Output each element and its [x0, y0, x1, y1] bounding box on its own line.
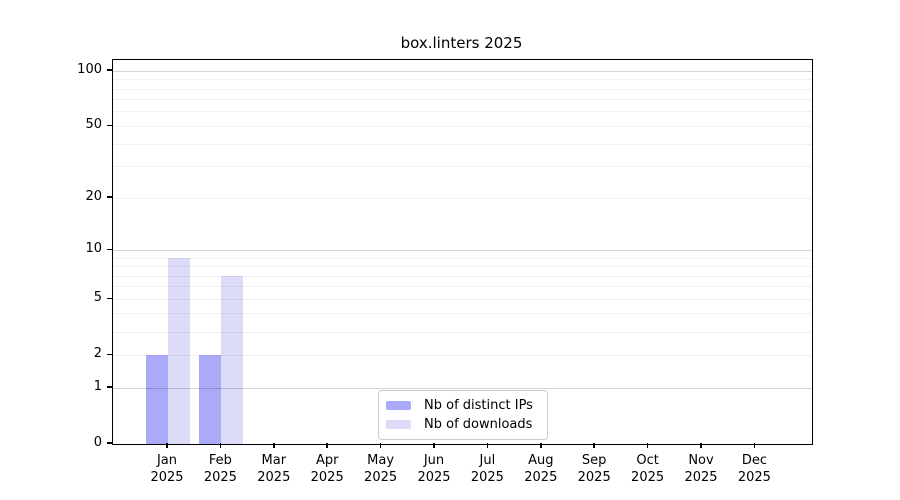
- gridline-minor: [113, 257, 812, 259]
- gridline-minor: [113, 143, 812, 145]
- gridline-minor: [113, 286, 812, 288]
- gridline-minor: [113, 125, 812, 127]
- y-tick-label: 5: [93, 290, 102, 306]
- bar-downloads-feb: [221, 276, 244, 444]
- x-tick-text: 2025: [577, 470, 611, 485]
- y-tick-mark: [107, 442, 112, 444]
- y-tick-label: 20: [85, 189, 102, 205]
- x-tick-text: May: [367, 453, 395, 468]
- gridline-minor: [113, 88, 812, 90]
- x-tick-text: Mar: [261, 453, 287, 468]
- x-tick-text: Jan: [156, 453, 178, 468]
- gridline-minor: [113, 313, 812, 315]
- x-tick-label-jan: Jan 2025: [135, 452, 199, 486]
- x-tick-label-sep: Sep 2025: [562, 452, 626, 486]
- x-tick-text: 2025: [470, 470, 504, 485]
- gridline-minor: [113, 99, 812, 101]
- gridline-minor: [113, 111, 812, 113]
- bar-distinct-ips-feb: [199, 355, 222, 444]
- x-tick-label-oct: Oct 2025: [616, 452, 680, 486]
- y-tick-label: 0: [93, 435, 102, 450]
- gridline-minor: [113, 166, 812, 168]
- x-tick-text: 2025: [150, 470, 184, 485]
- y-tick-label: 10: [85, 241, 102, 257]
- y-tick-label: 2: [93, 346, 102, 362]
- y-tick-mark: [107, 124, 112, 127]
- x-tick-text: Nov: [688, 453, 714, 468]
- y-tick-label: 50: [85, 117, 102, 133]
- x-tick-mark: [646, 443, 649, 448]
- gridline-major: [113, 249, 812, 251]
- x-tick-label-nov: Nov 2025: [669, 452, 733, 486]
- legend-label: Nb of distinct IPs: [424, 398, 533, 413]
- x-tick-text: 2025: [257, 470, 291, 485]
- x-tick-mark: [486, 443, 489, 448]
- x-tick-mark: [593, 443, 595, 448]
- x-tick-mark: [753, 443, 756, 448]
- gridline-minor: [113, 298, 812, 300]
- x-tick-label-mar: Mar 2025: [242, 452, 306, 486]
- gridline-minor: [113, 275, 812, 277]
- gridline-minor: [113, 266, 812, 267]
- plot-area: [112, 59, 813, 445]
- x-tick-text: 2025: [524, 470, 558, 485]
- x-tick-mark: [540, 443, 542, 448]
- x-tick-mark: [273, 443, 275, 448]
- gridline-major: [113, 387, 812, 389]
- legend-entry-downloads: Nb of downloads: [386, 415, 539, 434]
- y-tick-mark: [107, 69, 112, 71]
- legend-box: Nb of distinct IPs Nb of downloads: [378, 390, 548, 440]
- x-tick-label-aug: Aug 2025: [509, 452, 573, 486]
- y-tick-mark: [107, 297, 112, 299]
- y-tick-label: 100: [77, 62, 102, 78]
- x-tick-label-jun: Jun 2025: [402, 452, 466, 486]
- x-tick-mark: [166, 443, 168, 448]
- y-tick-label: 1: [93, 379, 102, 394]
- x-tick-text: 2025: [631, 470, 665, 485]
- gridline-major: [113, 70, 812, 72]
- plot-canvas: [113, 60, 812, 444]
- bar-downloads-jan: [168, 258, 190, 444]
- y-tick-mark: [107, 386, 112, 388]
- x-tick-text: 2025: [417, 470, 451, 485]
- x-tick-text: Sep: [581, 453, 607, 468]
- legend-entry-distinct-ips: Nb of distinct IPs: [386, 396, 539, 415]
- x-tick-mark: [379, 443, 382, 448]
- legend-label: Nb of downloads: [424, 417, 533, 432]
- gridline-minor: [113, 197, 812, 199]
- x-tick-text: 2025: [310, 470, 344, 485]
- x-tick-text: 2025: [203, 470, 237, 485]
- gridline-minor: [113, 354, 812, 356]
- x-tick-text: Dec: [741, 453, 767, 468]
- x-tick-text: 2025: [364, 470, 398, 485]
- y-tick-mark: [107, 248, 112, 251]
- x-tick-text: Jun: [423, 453, 445, 468]
- x-tick-text: Oct: [636, 453, 659, 468]
- x-tick-text: 2025: [737, 470, 771, 485]
- x-tick-text: Feb: [208, 453, 232, 468]
- legend-swatch-icon: [386, 420, 411, 429]
- x-tick-text: Aug: [528, 453, 554, 468]
- gridline-minor: [113, 331, 812, 333]
- x-tick-label-dec: Dec 2025: [722, 452, 786, 486]
- x-tick-text: Apr: [315, 453, 339, 468]
- x-tick-mark: [700, 443, 702, 448]
- bar-distinct-ips-jan: [146, 355, 168, 444]
- y-tick-mark: [107, 196, 112, 198]
- x-tick-label-may: May 2025: [349, 452, 413, 486]
- x-tick-text: 2025: [684, 470, 718, 485]
- x-tick-text: Jul: [479, 453, 496, 468]
- y-tick-mark: [107, 353, 112, 355]
- x-tick-mark: [433, 443, 435, 448]
- x-tick-label-jul: Jul 2025: [455, 452, 519, 486]
- gridline-minor: [113, 79, 812, 81]
- x-tick-label-apr: Apr 2025: [295, 452, 359, 486]
- legend-swatch-icon: [386, 401, 411, 410]
- x-tick-mark: [219, 443, 222, 448]
- x-tick-label-feb: Feb 2025: [188, 452, 252, 486]
- x-tick-mark: [326, 443, 328, 448]
- chart-title: box.linters 2025: [400, 34, 523, 52]
